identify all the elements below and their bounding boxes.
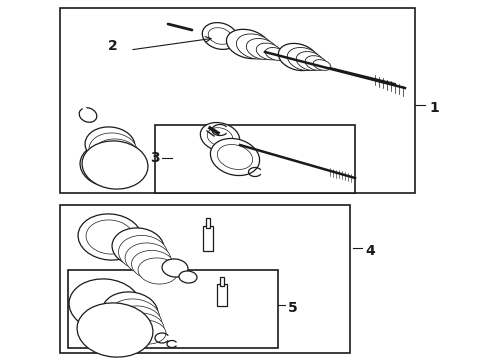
Ellipse shape <box>101 151 143 179</box>
Ellipse shape <box>313 60 331 70</box>
Ellipse shape <box>114 306 162 338</box>
Text: 3: 3 <box>150 151 160 165</box>
Ellipse shape <box>80 143 140 187</box>
Ellipse shape <box>208 28 232 44</box>
Ellipse shape <box>162 259 188 277</box>
Ellipse shape <box>126 320 166 344</box>
Ellipse shape <box>93 139 139 171</box>
Ellipse shape <box>85 127 135 163</box>
Bar <box>206 218 210 228</box>
Bar <box>217 284 227 306</box>
Ellipse shape <box>278 44 318 71</box>
Text: 5: 5 <box>288 301 298 315</box>
Ellipse shape <box>112 228 164 266</box>
Ellipse shape <box>102 292 158 332</box>
Ellipse shape <box>69 279 141 331</box>
Ellipse shape <box>265 48 287 60</box>
Ellipse shape <box>246 39 278 59</box>
Text: 1: 1 <box>429 101 439 115</box>
Ellipse shape <box>287 48 320 71</box>
Ellipse shape <box>236 34 273 59</box>
Ellipse shape <box>296 51 324 71</box>
Ellipse shape <box>78 214 142 260</box>
Ellipse shape <box>226 29 270 59</box>
Ellipse shape <box>125 243 171 275</box>
Text: 2: 2 <box>108 39 118 53</box>
Ellipse shape <box>120 313 164 341</box>
Ellipse shape <box>207 128 233 146</box>
Ellipse shape <box>89 133 137 167</box>
Bar <box>60 8 415 193</box>
Ellipse shape <box>179 271 197 283</box>
Ellipse shape <box>202 23 238 49</box>
Ellipse shape <box>131 251 174 280</box>
Bar <box>220 277 224 286</box>
Polygon shape <box>203 226 213 254</box>
Ellipse shape <box>86 220 134 254</box>
Ellipse shape <box>218 144 253 170</box>
Bar <box>203 226 213 251</box>
Ellipse shape <box>79 108 97 122</box>
Ellipse shape <box>119 235 168 271</box>
Bar <box>68 270 278 348</box>
Ellipse shape <box>210 139 260 176</box>
Ellipse shape <box>77 303 153 357</box>
Bar <box>60 205 350 353</box>
Ellipse shape <box>138 258 178 284</box>
Ellipse shape <box>305 56 327 70</box>
Ellipse shape <box>108 299 160 335</box>
Ellipse shape <box>200 122 240 152</box>
Ellipse shape <box>82 141 148 189</box>
Ellipse shape <box>256 43 282 60</box>
Bar <box>155 125 355 193</box>
Ellipse shape <box>97 145 141 175</box>
Text: 4: 4 <box>365 244 375 258</box>
